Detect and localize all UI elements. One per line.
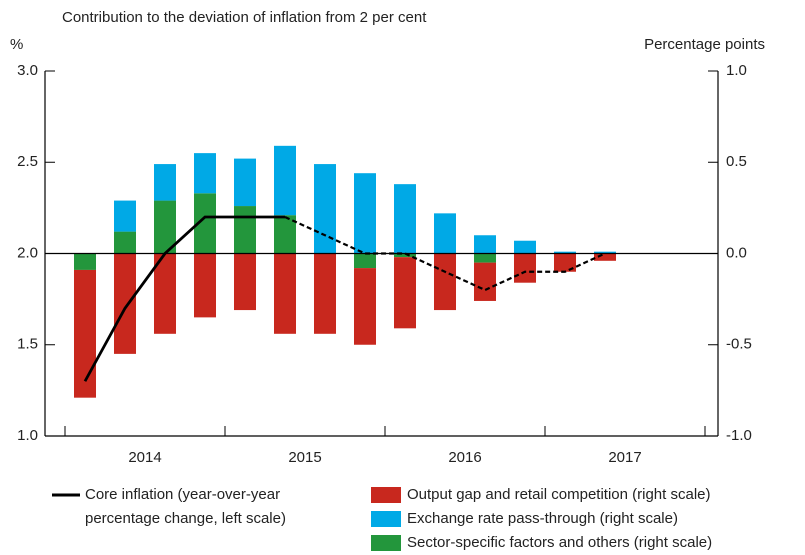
bar [114,200,136,232]
legend-swatch [371,535,401,551]
bar [74,269,96,398]
bar [394,257,416,329]
bar [594,253,616,261]
bar [114,231,136,254]
bar [274,145,296,216]
bar [234,158,256,207]
y-tick-label: 2.5 [17,153,38,170]
bar [274,215,296,254]
legend-swatch [371,487,401,503]
bar [514,253,536,283]
x-tick-label: 2014 [128,449,161,466]
bar [154,200,176,254]
x-tick-label: 2015 [288,449,321,466]
bar [194,153,216,194]
bar [554,253,576,272]
bar [234,253,256,311]
bar [514,240,536,254]
bar [434,213,456,254]
y-tick-label: 1.0 [17,427,38,444]
bar [274,253,296,334]
bar [434,253,456,311]
x-tick-label: 2016 [448,449,481,466]
bar [314,253,336,334]
y-tick-label: 3.0 [17,62,38,79]
legend-label: Exchange rate pass-through (right scale) [407,510,678,527]
y2-tick-label: 0.0 [726,244,747,261]
line [83,215,285,382]
bar [74,253,96,270]
bar [234,206,256,254]
y-tick-label: 2.0 [17,244,38,261]
bar [394,253,416,258]
legend-swatch [371,511,401,527]
y2-tick-label: -0.5 [726,336,752,353]
y2-tick-label: 1.0 [726,62,747,79]
bar [594,251,616,254]
line [284,215,606,292]
bar [314,164,336,254]
bar [114,253,136,354]
bar [194,253,216,318]
bar [154,164,176,201]
y2-tick-label: 0.5 [726,153,747,170]
legend-label: Output gap and retail competition (right… [407,486,711,503]
bar [354,253,376,269]
bar [474,253,496,263]
bar [354,268,376,345]
y2-tick-label: -1.0 [726,427,752,444]
x-tick-label: 2017 [608,449,641,466]
bar [154,253,176,334]
chart-title: Contribution to the deviation of inflati… [62,9,427,26]
bar [474,262,496,301]
y-tick-label: 1.5 [17,336,38,353]
bar [474,235,496,254]
legend-label: Core inflation (year-over-year percentag… [85,486,286,527]
bar [354,173,376,254]
bar [394,184,416,254]
legend-label: Sector-specific factors and others (righ… [407,534,712,551]
bar [554,251,576,254]
bar [194,193,216,254]
y2-axis-label: Percentage points [644,36,765,53]
y-axis-label: % [10,36,23,53]
